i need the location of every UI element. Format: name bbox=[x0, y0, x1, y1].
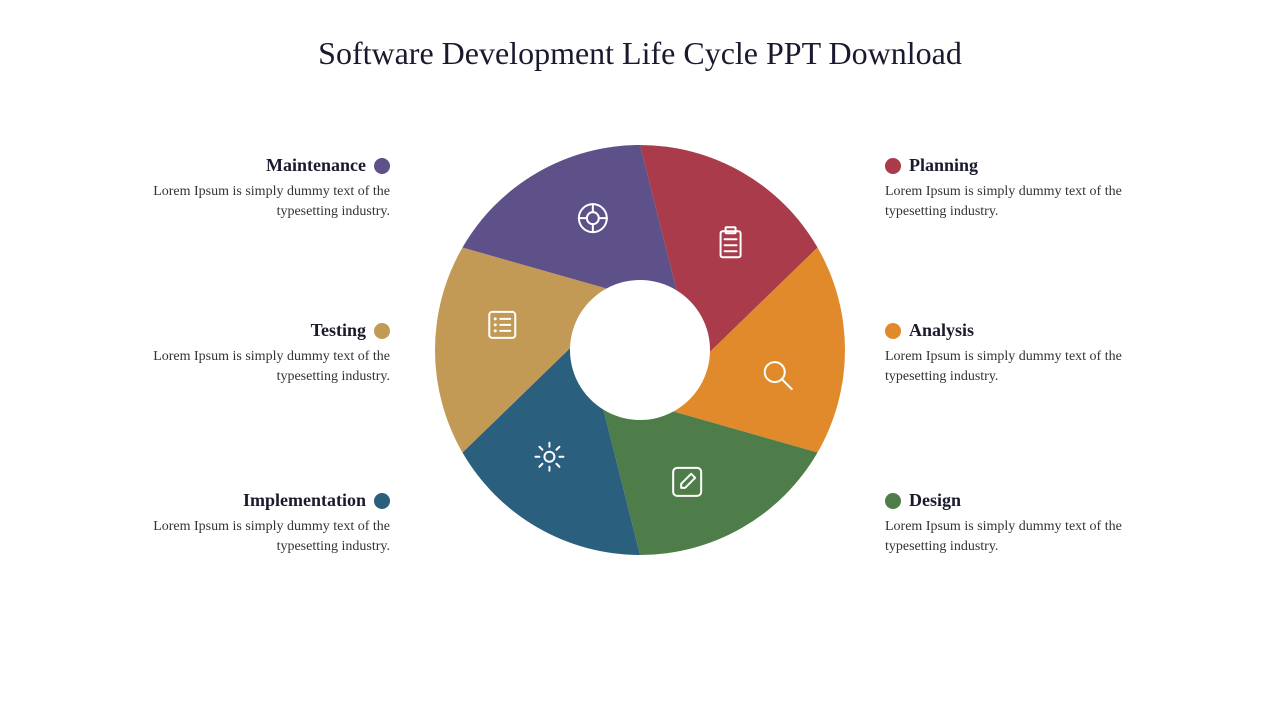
legend-desc: Lorem Ipsum is simply dummy text of the … bbox=[110, 517, 390, 556]
legend-design: Design Lorem Ipsum is simply dummy text … bbox=[885, 490, 1165, 556]
legend-heading: Analysis bbox=[909, 320, 974, 341]
legend-heading: Testing bbox=[311, 320, 366, 341]
legend-desc: Lorem Ipsum is simply dummy text of the … bbox=[885, 517, 1165, 556]
legend-maintenance: Maintenance Lorem Ipsum is simply dummy … bbox=[110, 155, 390, 221]
legend-analysis: Analysis Lorem Ipsum is simply dummy tex… bbox=[885, 320, 1165, 386]
legend-dot bbox=[374, 493, 390, 509]
legend-desc: Lorem Ipsum is simply dummy text of the … bbox=[110, 347, 390, 386]
legend-dot bbox=[885, 493, 901, 509]
legend-desc: Lorem Ipsum is simply dummy text of the … bbox=[885, 182, 1165, 221]
legend-testing: Testing Lorem Ipsum is simply dummy text… bbox=[110, 320, 390, 386]
legend-heading: Maintenance bbox=[266, 155, 366, 176]
legend-dot bbox=[885, 158, 901, 174]
legend-dot bbox=[374, 323, 390, 339]
legend-heading: Implementation bbox=[243, 490, 366, 511]
legend-heading: Design bbox=[909, 490, 961, 511]
legend-planning: Planning Lorem Ipsum is simply dummy tex… bbox=[885, 155, 1165, 221]
page-title: Software Development Life Cycle PPT Down… bbox=[0, 35, 1280, 72]
legend-heading: Planning bbox=[909, 155, 978, 176]
legend-dot bbox=[885, 323, 901, 339]
legend-implementation: Implementation Lorem Ipsum is simply dum… bbox=[110, 490, 390, 556]
cycle-diagram bbox=[430, 140, 850, 560]
legend-desc: Lorem Ipsum is simply dummy text of the … bbox=[110, 182, 390, 221]
legend-dot bbox=[374, 158, 390, 174]
legend-desc: Lorem Ipsum is simply dummy text of the … bbox=[885, 347, 1165, 386]
